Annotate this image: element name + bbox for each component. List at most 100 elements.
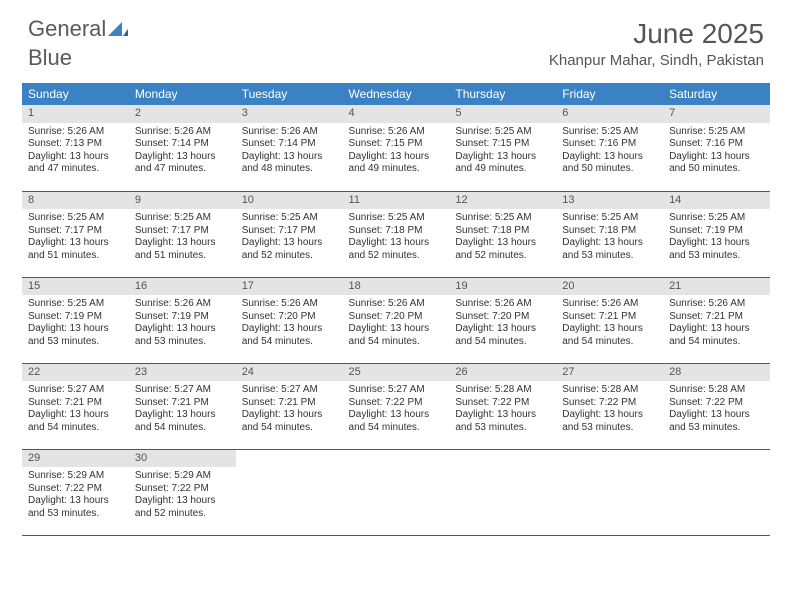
day-number: 8	[22, 192, 129, 210]
sunrise-text: Sunrise: 5:27 AM	[349, 384, 444, 397]
calendar-cell: 12Sunrise: 5:25 AMSunset: 7:18 PMDayligh…	[449, 191, 556, 277]
logo-text-general: General	[28, 16, 106, 41]
calendar-cell	[449, 449, 556, 535]
sunset-text: Sunset: 7:21 PM	[28, 397, 123, 410]
sunset-text: Sunset: 7:17 PM	[242, 225, 337, 238]
daylight-text: Daylight: 13 hours and 52 minutes.	[349, 237, 444, 262]
day-number: 23	[129, 364, 236, 382]
daylight-text: Daylight: 13 hours and 53 minutes.	[669, 237, 764, 262]
day-number: 20	[556, 278, 663, 296]
day-content: Sunrise: 5:25 AMSunset: 7:16 PMDaylight:…	[663, 123, 770, 180]
calendar-cell: 22Sunrise: 5:27 AMSunset: 7:21 PMDayligh…	[22, 363, 129, 449]
day-number: 16	[129, 278, 236, 296]
day-content: Sunrise: 5:26 AMSunset: 7:21 PMDaylight:…	[556, 295, 663, 352]
calendar-cell: 21Sunrise: 5:26 AMSunset: 7:21 PMDayligh…	[663, 277, 770, 363]
sunrise-text: Sunrise: 5:26 AM	[455, 298, 550, 311]
daylight-text: Daylight: 13 hours and 54 minutes.	[349, 409, 444, 434]
sunrise-text: Sunrise: 5:26 AM	[669, 298, 764, 311]
calendar-row: 15Sunrise: 5:25 AMSunset: 7:19 PMDayligh…	[22, 277, 770, 363]
day-header-thu: Thursday	[449, 83, 556, 105]
sunset-text: Sunset: 7:18 PM	[562, 225, 657, 238]
day-content: Sunrise: 5:26 AMSunset: 7:15 PMDaylight:…	[343, 123, 450, 180]
day-content: Sunrise: 5:26 AMSunset: 7:19 PMDaylight:…	[129, 295, 236, 352]
calendar-cell: 16Sunrise: 5:26 AMSunset: 7:19 PMDayligh…	[129, 277, 236, 363]
daylight-text: Daylight: 13 hours and 54 minutes.	[562, 323, 657, 348]
calendar-cell: 9Sunrise: 5:25 AMSunset: 7:17 PMDaylight…	[129, 191, 236, 277]
day-content: Sunrise: 5:26 AMSunset: 7:14 PMDaylight:…	[236, 123, 343, 180]
sunrise-text: Sunrise: 5:28 AM	[562, 384, 657, 397]
day-content: Sunrise: 5:26 AMSunset: 7:13 PMDaylight:…	[22, 123, 129, 180]
day-header-sun: Sunday	[22, 83, 129, 105]
sunrise-text: Sunrise: 5:26 AM	[242, 126, 337, 139]
calendar-cell	[343, 449, 450, 535]
sunrise-text: Sunrise: 5:26 AM	[135, 298, 230, 311]
day-content: Sunrise: 5:25 AMSunset: 7:18 PMDaylight:…	[343, 209, 450, 266]
day-content: Sunrise: 5:27 AMSunset: 7:21 PMDaylight:…	[129, 381, 236, 438]
sunrise-text: Sunrise: 5:27 AM	[135, 384, 230, 397]
calendar-cell: 23Sunrise: 5:27 AMSunset: 7:21 PMDayligh…	[129, 363, 236, 449]
daylight-text: Daylight: 13 hours and 51 minutes.	[28, 237, 123, 262]
day-number: 10	[236, 192, 343, 210]
calendar-table: Sunday Monday Tuesday Wednesday Thursday…	[22, 83, 770, 536]
sunrise-text: Sunrise: 5:25 AM	[562, 212, 657, 225]
daylight-text: Daylight: 13 hours and 53 minutes.	[669, 409, 764, 434]
sunset-text: Sunset: 7:18 PM	[349, 225, 444, 238]
day-content: Sunrise: 5:25 AMSunset: 7:17 PMDaylight:…	[22, 209, 129, 266]
day-number: 7	[663, 105, 770, 123]
day-content: Sunrise: 5:25 AMSunset: 7:17 PMDaylight:…	[236, 209, 343, 266]
day-content: Sunrise: 5:25 AMSunset: 7:19 PMDaylight:…	[663, 209, 770, 266]
sunrise-text: Sunrise: 5:29 AM	[135, 470, 230, 483]
calendar-cell: 18Sunrise: 5:26 AMSunset: 7:20 PMDayligh…	[343, 277, 450, 363]
sunset-text: Sunset: 7:22 PM	[349, 397, 444, 410]
daylight-text: Daylight: 13 hours and 47 minutes.	[135, 151, 230, 176]
daylight-text: Daylight: 13 hours and 54 minutes.	[242, 409, 337, 434]
sunrise-text: Sunrise: 5:26 AM	[242, 298, 337, 311]
day-number: 14	[663, 192, 770, 210]
sunset-text: Sunset: 7:22 PM	[28, 483, 123, 496]
day-content: Sunrise: 5:25 AMSunset: 7:18 PMDaylight:…	[556, 209, 663, 266]
day-number: 28	[663, 364, 770, 382]
calendar-cell: 26Sunrise: 5:28 AMSunset: 7:22 PMDayligh…	[449, 363, 556, 449]
sunset-text: Sunset: 7:21 PM	[562, 311, 657, 324]
sunrise-text: Sunrise: 5:29 AM	[28, 470, 123, 483]
sunset-text: Sunset: 7:19 PM	[135, 311, 230, 324]
calendar-cell: 1Sunrise: 5:26 AMSunset: 7:13 PMDaylight…	[22, 105, 129, 191]
calendar-cell: 2Sunrise: 5:26 AMSunset: 7:14 PMDaylight…	[129, 105, 236, 191]
day-content: Sunrise: 5:26 AMSunset: 7:20 PMDaylight:…	[343, 295, 450, 352]
day-number: 5	[449, 105, 556, 123]
daylight-text: Daylight: 13 hours and 52 minutes.	[135, 495, 230, 520]
day-number: 13	[556, 192, 663, 210]
day-number: 26	[449, 364, 556, 382]
daylight-text: Daylight: 13 hours and 54 minutes.	[242, 323, 337, 348]
calendar-cell: 19Sunrise: 5:26 AMSunset: 7:20 PMDayligh…	[449, 277, 556, 363]
sunrise-text: Sunrise: 5:25 AM	[242, 212, 337, 225]
sunset-text: Sunset: 7:21 PM	[669, 311, 764, 324]
daylight-text: Daylight: 13 hours and 54 minutes.	[135, 409, 230, 434]
calendar-row: 29Sunrise: 5:29 AMSunset: 7:22 PMDayligh…	[22, 449, 770, 535]
header: General Blue June 2025 Khanpur Mahar, Si…	[0, 0, 792, 75]
page-title: June 2025	[549, 18, 764, 50]
day-content: Sunrise: 5:29 AMSunset: 7:22 PMDaylight:…	[129, 467, 236, 524]
sunrise-text: Sunrise: 5:26 AM	[349, 126, 444, 139]
sunrise-text: Sunrise: 5:26 AM	[562, 298, 657, 311]
calendar-cell: 3Sunrise: 5:26 AMSunset: 7:14 PMDaylight…	[236, 105, 343, 191]
day-content: Sunrise: 5:29 AMSunset: 7:22 PMDaylight:…	[22, 467, 129, 524]
day-number: 6	[556, 105, 663, 123]
sunset-text: Sunset: 7:22 PM	[135, 483, 230, 496]
calendar-cell	[663, 449, 770, 535]
day-header-mon: Monday	[129, 83, 236, 105]
calendar-cell: 10Sunrise: 5:25 AMSunset: 7:17 PMDayligh…	[236, 191, 343, 277]
calendar-cell: 6Sunrise: 5:25 AMSunset: 7:16 PMDaylight…	[556, 105, 663, 191]
sunset-text: Sunset: 7:22 PM	[455, 397, 550, 410]
daylight-text: Daylight: 13 hours and 49 minutes.	[349, 151, 444, 176]
logo-text-blue: Blue	[28, 47, 128, 69]
sunset-text: Sunset: 7:20 PM	[455, 311, 550, 324]
day-content: Sunrise: 5:25 AMSunset: 7:17 PMDaylight:…	[129, 209, 236, 266]
daylight-text: Daylight: 13 hours and 53 minutes.	[28, 495, 123, 520]
daylight-text: Daylight: 13 hours and 54 minutes.	[669, 323, 764, 348]
day-header-tue: Tuesday	[236, 83, 343, 105]
day-header-wed: Wednesday	[343, 83, 450, 105]
day-content: Sunrise: 5:25 AMSunset: 7:16 PMDaylight:…	[556, 123, 663, 180]
sunrise-text: Sunrise: 5:25 AM	[135, 212, 230, 225]
sunset-text: Sunset: 7:22 PM	[669, 397, 764, 410]
